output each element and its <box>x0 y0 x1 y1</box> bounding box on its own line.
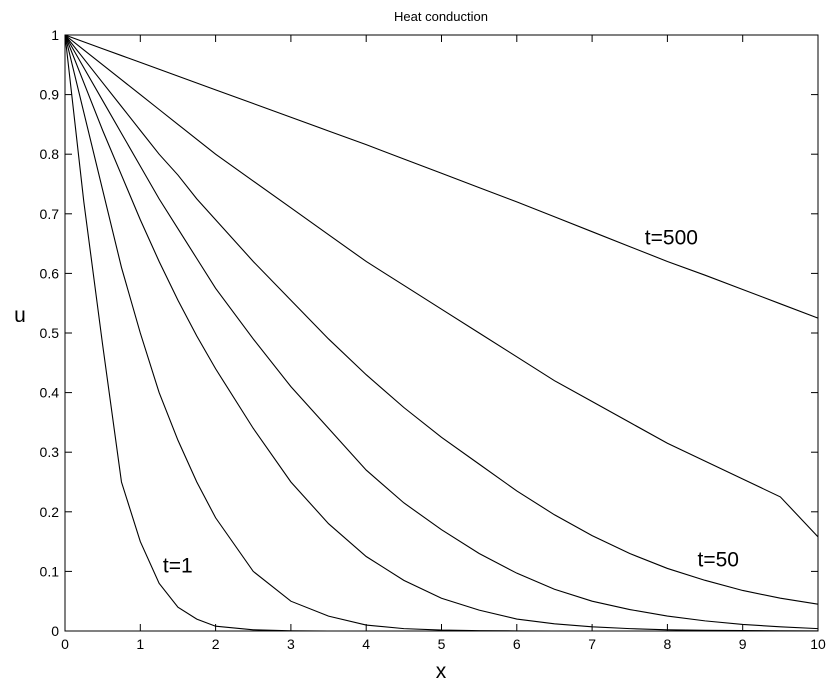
y-tick-label-3: 0.3 <box>40 444 60 460</box>
x-tick-label-0: 0 <box>61 636 69 652</box>
chart-title: Heat conduction <box>394 9 488 24</box>
x-tick-label-3: 3 <box>287 636 295 652</box>
x-tick-label-2: 2 <box>212 636 220 652</box>
x-tick-label-8: 8 <box>664 636 672 652</box>
x-tick-label-9: 9 <box>739 636 747 652</box>
x-tick-label-5: 5 <box>438 636 446 652</box>
x-tick-label-6: 6 <box>513 636 521 652</box>
ticks-layer: 0 1 2 3 4 5 6 7 8 9 10 0 0.1 0.2 0.3 0.4 0.5 0.6 0.7 0.8 0.9… <box>40 27 826 652</box>
annotations: t=1 t=50 t=500 <box>163 227 739 578</box>
y-tick-label-0: 0 <box>51 623 59 639</box>
y-tick-label-4: 0.4 <box>40 385 60 401</box>
x-axis-label: x <box>436 660 447 681</box>
y-tick-label-2: 0.2 <box>40 504 60 520</box>
y-axis-label: u <box>14 304 26 327</box>
x-tick-label-10: 10 <box>810 636 826 652</box>
annotation-1: t=50 <box>698 548 739 571</box>
y-tick-label-5: 0.5 <box>40 325 60 341</box>
y-tick-label-10: 1 <box>51 27 59 43</box>
x-tick-label-1: 1 <box>136 636 144 652</box>
y-tick-label-6: 0.6 <box>40 265 60 281</box>
x-tick-label-4: 4 <box>362 636 370 652</box>
series-line-5 <box>64 34 819 605</box>
y-tick-label-9: 0.9 <box>40 87 60 103</box>
x-tick-label-7: 7 <box>588 636 596 652</box>
series-line-4 <box>64 34 819 630</box>
series-line-6 <box>64 34 819 538</box>
series-line-7 <box>64 34 819 319</box>
y-tick-label-1: 0.1 <box>40 563 60 579</box>
annotation-0: t=1 <box>163 554 193 577</box>
y-tick-label-7: 0.7 <box>40 206 60 222</box>
y-tick-label-8: 0.8 <box>40 146 60 162</box>
series-layer <box>64 34 819 632</box>
annotation-2: t=500 <box>645 227 698 250</box>
